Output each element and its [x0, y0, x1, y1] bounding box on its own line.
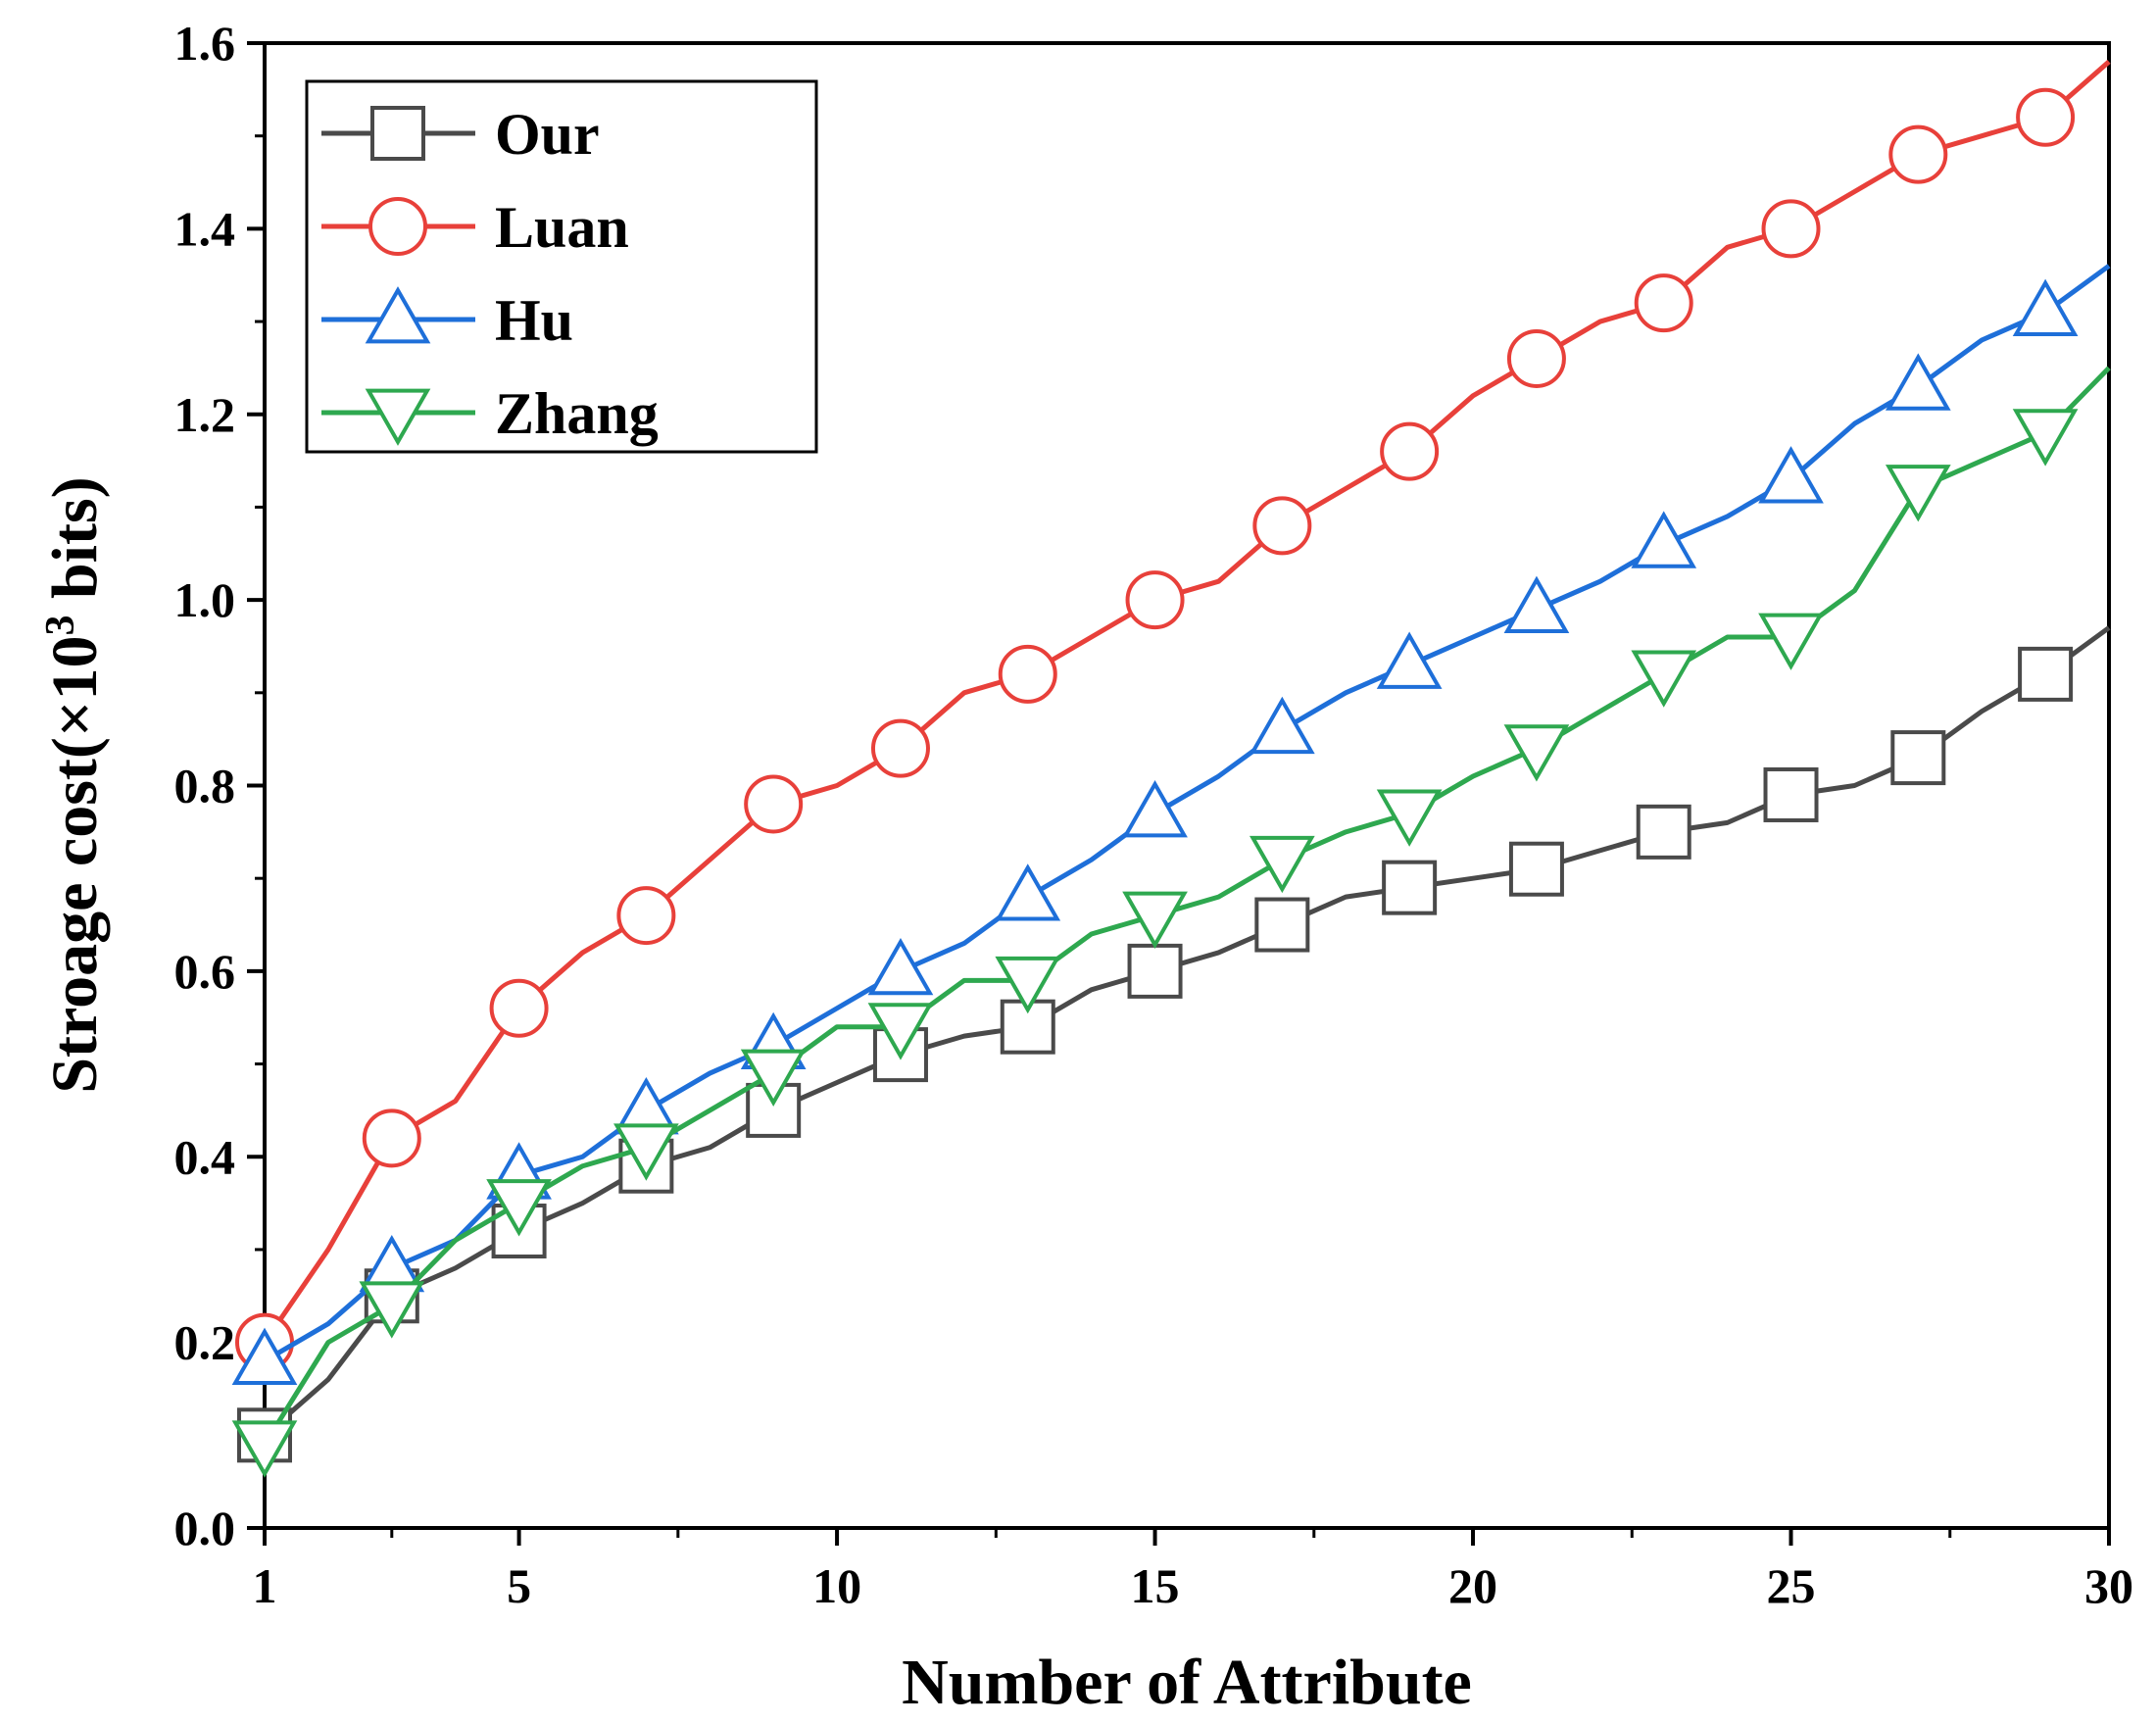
y-tick-label: 0.0 — [174, 1501, 236, 1555]
data-point-luan — [362, 1108, 421, 1168]
data-point-our — [1382, 860, 1438, 915]
y-tick-label: 1.6 — [174, 16, 236, 71]
data-point-our — [1508, 841, 1564, 897]
data-point-our — [1636, 804, 1691, 860]
data-point-luan — [1506, 328, 1566, 388]
x-tick-label: 5 — [507, 1558, 531, 1613]
x-tick-label: 30 — [2084, 1558, 2133, 1613]
data-point-our — [1254, 897, 1310, 953]
data-point-zhang — [486, 1179, 552, 1237]
data-point-hu — [1122, 779, 1188, 838]
data-point-luan — [1634, 273, 1693, 333]
data-point-hu — [1376, 631, 1443, 689]
data-point-zhang — [740, 1049, 807, 1107]
data-point-hu — [1758, 446, 1824, 504]
data-point-hu — [1631, 511, 1697, 568]
legend-marker-hu — [365, 286, 431, 344]
data-point-our — [1127, 943, 1183, 999]
legend-marker-luan — [368, 197, 427, 256]
data-point-zhang — [1122, 891, 1188, 949]
data-point-our — [2018, 646, 2074, 702]
data-point-luan — [2016, 87, 2076, 147]
y-tick-label: 0.8 — [174, 759, 236, 813]
x-tick-label: 15 — [1131, 1558, 1180, 1613]
x-tick-label: 10 — [812, 1558, 861, 1613]
data-point-hu — [1503, 575, 1570, 634]
legend-item-hu: Hu — [321, 286, 573, 353]
data-point-zhang — [359, 1281, 425, 1339]
data-point-zhang — [1503, 724, 1570, 782]
y-tick-label: 1.2 — [174, 387, 236, 442]
data-point-luan — [1380, 421, 1440, 481]
data-point-luan — [1252, 496, 1312, 556]
data-point-zhang — [1631, 650, 1697, 708]
data-point-luan — [489, 978, 549, 1038]
data-point-zhang — [995, 956, 1061, 1014]
data-point-hu — [1249, 696, 1315, 755]
data-point-hu — [867, 937, 934, 996]
series-hu — [231, 264, 2111, 1385]
data-point-hu — [1885, 353, 1951, 411]
legend-item-zhang: Zhang — [321, 381, 659, 446]
legend-marker-our — [370, 106, 425, 161]
y-tick-label: 1.0 — [174, 572, 236, 627]
legend: Our Luan Hu Zhang — [305, 79, 818, 454]
data-point-luan — [616, 886, 676, 946]
data-point-zhang — [2012, 409, 2079, 467]
x-axis-title: Number of Attribute — [902, 1647, 1472, 1718]
legend-label: Zhang — [495, 381, 659, 446]
series-zhang — [231, 366, 2111, 1478]
data-point-zhang — [1249, 835, 1315, 894]
data-point-hu — [231, 1327, 298, 1385]
series-our — [237, 625, 2111, 1463]
series-line-zhang — [262, 366, 2111, 1447]
data-point-luan — [1888, 124, 1948, 184]
data-point-luan — [870, 718, 930, 778]
data-point-zhang — [867, 1003, 934, 1060]
data-point-our — [1890, 730, 1946, 786]
y-axis-title: Stroage cost(×103 bits) — [38, 476, 111, 1093]
y-tick-label: 0.2 — [174, 1315, 236, 1370]
series-luan — [235, 60, 2111, 1372]
data-point-zhang — [1758, 613, 1824, 670]
legend-item-luan: Luan — [321, 195, 629, 260]
data-point-zhang — [1376, 789, 1443, 847]
y-tick-label: 0.4 — [174, 1129, 236, 1184]
legend-item-our: Our — [321, 102, 600, 167]
y-tick-label: 0.6 — [174, 944, 236, 999]
data-point-luan — [1125, 570, 1185, 630]
x-tick-label: 25 — [1767, 1558, 1816, 1613]
y-tick-label: 1.4 — [174, 201, 236, 256]
data-point-luan — [1761, 199, 1821, 259]
data-point-zhang — [231, 1420, 298, 1478]
data-point-zhang — [613, 1123, 679, 1181]
series-line-our — [263, 625, 2111, 1438]
data-point-zhang — [1885, 465, 1951, 522]
data-point-hu — [2012, 278, 2079, 337]
x-tick-label: 1 — [253, 1558, 277, 1613]
data-point-luan — [998, 644, 1057, 704]
data-point-hu — [995, 863, 1061, 921]
legend-label: Luan — [495, 195, 629, 260]
data-point-our — [1763, 766, 1819, 822]
legend-marker-zhang — [365, 388, 431, 446]
x-tick-label: 20 — [1448, 1558, 1497, 1613]
data-point-luan — [744, 774, 804, 834]
legend-label: Hu — [495, 288, 573, 353]
legend-label: Our — [495, 102, 600, 167]
